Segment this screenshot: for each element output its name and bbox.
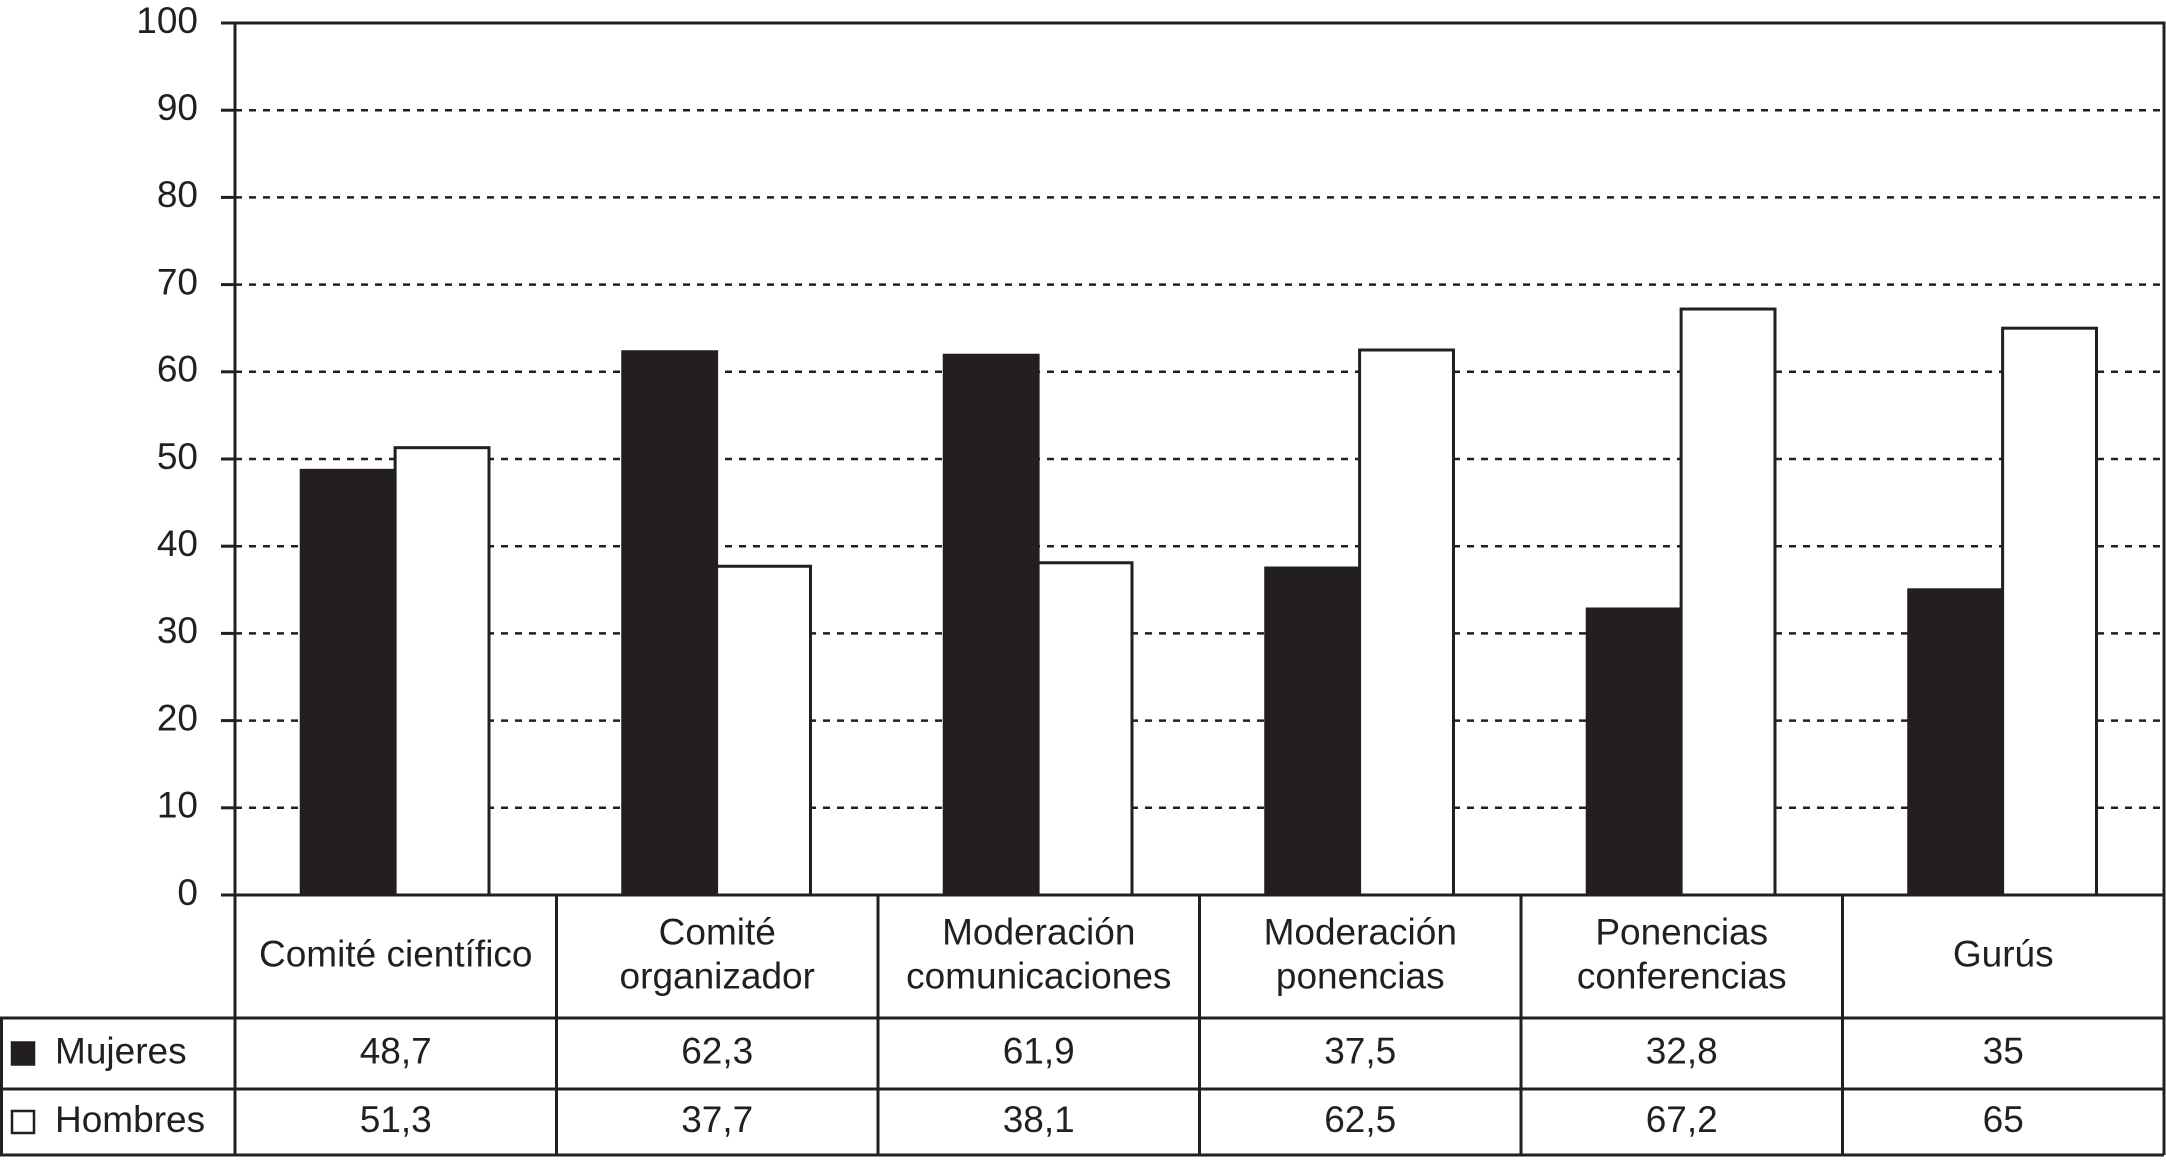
table-value: 37,7 xyxy=(681,1099,753,1140)
bar xyxy=(299,468,397,897)
legend-label: Hombres xyxy=(55,1099,205,1140)
y-tick-label: 0 xyxy=(177,872,198,913)
bar xyxy=(393,446,491,897)
legend-swatch xyxy=(10,1041,36,1066)
y-tick-label: 40 xyxy=(157,523,198,564)
y-tick-label: 50 xyxy=(157,436,198,477)
x-category-label: Ponencias conferencias xyxy=(1577,911,1787,996)
bar xyxy=(1907,588,2005,897)
bar xyxy=(1264,566,1362,897)
bar xyxy=(942,353,1040,897)
bar xyxy=(621,350,719,897)
y-tick-label: 60 xyxy=(157,349,198,390)
table-value: 37,5 xyxy=(1324,1030,1396,1071)
table-value: 32,8 xyxy=(1646,1030,1718,1071)
y-tick-label: 100 xyxy=(136,0,198,41)
table-value: 48,7 xyxy=(360,1030,432,1071)
table-value: 51,3 xyxy=(360,1099,432,1140)
y-tick-label: 90 xyxy=(157,87,198,128)
bar xyxy=(1585,607,1683,897)
y-tick-label: 70 xyxy=(157,261,198,302)
table-value: 62,3 xyxy=(681,1030,753,1071)
x-category-label: Gurús xyxy=(1953,933,2054,974)
y-tick-label: 10 xyxy=(157,785,198,826)
table-value: 35 xyxy=(1983,1030,2024,1071)
bar xyxy=(715,564,812,897)
table-value: 62,5 xyxy=(1324,1099,1396,1140)
legend-swatch xyxy=(10,1109,36,1135)
legend-label: Mujeres xyxy=(55,1030,187,1071)
table-value: 67,2 xyxy=(1646,1099,1718,1140)
x-category-label: Moderación ponencias xyxy=(1264,911,1457,996)
x-category-label: Comité científico xyxy=(259,933,533,974)
y-tick-label: 30 xyxy=(157,610,198,651)
bar xyxy=(2001,326,2098,897)
table-value: 61,9 xyxy=(1003,1030,1075,1071)
y-tick-label: 80 xyxy=(157,174,198,215)
y-tick-label: 20 xyxy=(157,697,198,738)
table-value: 38,1 xyxy=(1003,1099,1075,1140)
bar xyxy=(1679,307,1777,897)
x-category-label: Comité organizador xyxy=(620,911,815,996)
table-value: 65 xyxy=(1983,1099,2024,1140)
bar xyxy=(1036,561,1134,897)
x-category-label: Moderación comunicaciones xyxy=(906,911,1171,996)
bar xyxy=(1358,348,1455,897)
